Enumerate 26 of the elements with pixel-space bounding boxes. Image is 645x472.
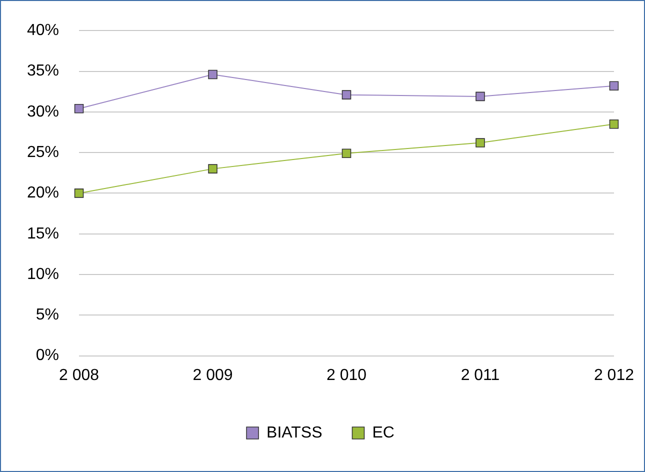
y-tick-label: 20% [26, 184, 60, 202]
y-tick-label: 25% [26, 144, 60, 161]
y-tick-label: 35% [26, 62, 60, 80]
legend-label: BIATSS [266, 424, 322, 442]
point [609, 119, 619, 129]
legend-label: EC [372, 424, 394, 442]
point [74, 104, 84, 114]
y-tick-label: 30% [26, 103, 60, 120]
point [609, 81, 619, 91]
point [342, 90, 352, 100]
x-tick-label: 2 011 [460, 366, 500, 384]
y-tick-label: 15% [26, 225, 60, 242]
y-tick-label: 0% [36, 347, 60, 364]
y-tick-label: 40% [26, 22, 60, 40]
x-tick-label: 2 009 [192, 366, 233, 384]
point [208, 164, 218, 174]
point [208, 70, 218, 80]
y-tick-label: 5% [36, 306, 60, 324]
point [476, 92, 485, 102]
point [476, 138, 485, 148]
point [342, 148, 352, 158]
y-tick-label: 10% [26, 266, 60, 283]
x-tick-label: 2 008 [59, 366, 100, 384]
x-tick-label: 2 012 [594, 366, 634, 384]
x-tick-label: 2 010 [326, 366, 367, 384]
point [74, 188, 84, 198]
